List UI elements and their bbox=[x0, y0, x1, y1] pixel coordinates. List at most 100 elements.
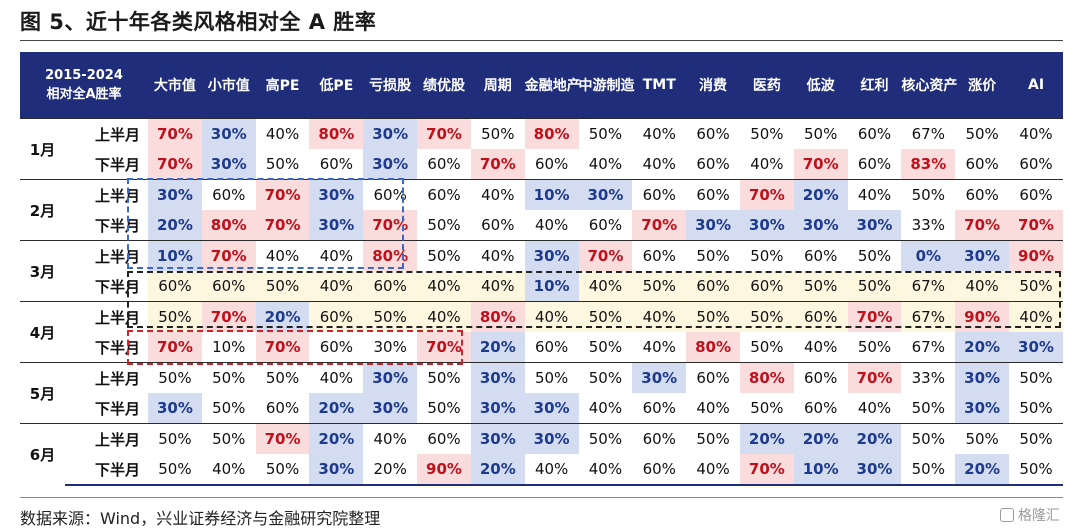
win-rate-cell: 60% bbox=[686, 362, 740, 393]
title-rule bbox=[20, 40, 1063, 41]
win-rate-cell: 50% bbox=[201, 423, 256, 454]
win-rate-cell: 30% bbox=[739, 210, 794, 241]
win-rate-cell: 40% bbox=[750, 155, 784, 173]
win-rate-cell: 70% bbox=[148, 149, 202, 180]
win-rate-cell: 30% bbox=[148, 393, 202, 424]
win-rate-cell: 60% bbox=[696, 155, 730, 173]
win-rate-cell: 30% bbox=[373, 338, 407, 356]
win-rate-cell: 30% bbox=[363, 149, 418, 180]
win-rate-cell: 33% bbox=[901, 362, 956, 393]
win-rate-cell: 40% bbox=[534, 216, 569, 234]
win-rate-cell: 67% bbox=[901, 118, 956, 149]
win-rate-cell: 50% bbox=[1009, 423, 1063, 454]
win-rate-cell: 60% bbox=[632, 423, 687, 454]
win-rate-cell: 60% bbox=[417, 179, 471, 210]
half-month-label: 下半月 bbox=[95, 155, 141, 174]
win-rate-cell: 20% bbox=[470, 454, 525, 486]
win-rate-cell: 90% bbox=[955, 301, 1010, 332]
win-rate-cell: 20% bbox=[255, 301, 310, 332]
win-rate-cell: 40% bbox=[642, 338, 676, 356]
win-rate-cell: 60% bbox=[1019, 155, 1053, 173]
win-rate-cell: 20% bbox=[739, 423, 794, 454]
win-rate-cell: 50% bbox=[857, 338, 892, 356]
win-rate-cell: 60% bbox=[481, 216, 515, 234]
win-rate-cell: 40% bbox=[578, 271, 633, 302]
half-month-label: 下半月 bbox=[95, 399, 141, 418]
win-rate-cell: 50% bbox=[793, 118, 848, 149]
half-month-label: 下半月 bbox=[95, 216, 141, 235]
win-rate-cell: 40% bbox=[847, 179, 902, 210]
win-rate-cell: 60% bbox=[686, 271, 740, 302]
table-row: 1月 上半月 70% 30% 40% 80% 30% 70% 50% 80% 50% 40% 60% 50… bbox=[20, 118, 1063, 180]
win-rate-cell: 50% bbox=[417, 362, 471, 393]
win-rate-cell: 50% bbox=[578, 423, 633, 454]
win-rate-cell: 67% bbox=[901, 301, 956, 332]
win-rate-cell: 60% bbox=[1009, 179, 1063, 210]
win-rate-cell: 40% bbox=[642, 155, 676, 173]
source-note: 数据来源：Wind，兴业证券经济与金融研究院整理 bbox=[20, 509, 381, 528]
win-rate-cell: 70% bbox=[739, 454, 794, 486]
column-header: 医药 bbox=[739, 52, 794, 119]
win-rate-cell: 50% bbox=[578, 362, 633, 393]
win-rate-cell: 50% bbox=[901, 423, 956, 454]
column-header: AI bbox=[1009, 52, 1063, 119]
win-rate-cell: 60% bbox=[847, 118, 902, 149]
half-month-label: 下半月 bbox=[65, 454, 149, 486]
win-rate-cell: 30% bbox=[363, 362, 418, 393]
win-rate-cell: 70% bbox=[955, 210, 1010, 241]
win-rate-cell: 50% bbox=[632, 271, 687, 302]
win-rate-cell: 60% bbox=[632, 240, 687, 271]
column-header: 大市值 bbox=[148, 52, 202, 119]
corner-line-1: 2015-2024 bbox=[45, 68, 123, 83]
month-label: 2月 bbox=[20, 179, 65, 241]
win-rate-cell: 50% bbox=[148, 454, 202, 486]
corner-line-2: 相对全A胜率 bbox=[46, 87, 122, 102]
win-rate-cell: 30% bbox=[470, 393, 525, 424]
half-month-label: 上半月 bbox=[65, 118, 149, 149]
half-month-label: 下半月 bbox=[95, 277, 141, 296]
win-rate-cell: 60% bbox=[686, 118, 740, 149]
month-label: 3月 bbox=[20, 240, 65, 302]
win-rate-cell: 40% bbox=[857, 399, 892, 417]
win-rate-cell: 20% bbox=[309, 423, 364, 454]
win-rate-cell: 50% bbox=[750, 399, 784, 417]
win-rate-cell: 40% bbox=[363, 423, 418, 454]
win-rate-cell: 50% bbox=[470, 118, 525, 149]
win-rate-cell: 60% bbox=[201, 179, 256, 210]
win-rate-cell: 50% bbox=[578, 301, 633, 332]
win-rate-cell: 40% bbox=[588, 155, 623, 173]
watermark: 格隆汇 bbox=[1000, 505, 1060, 525]
month-label: 1月 bbox=[20, 118, 65, 180]
win-rate-cell: 50% bbox=[901, 454, 956, 486]
table-row: 下半月 70% 30% 50% 60% 30% 60% 70% 60% 40% 40% 60% 40% 7… bbox=[20, 149, 1063, 180]
win-rate-cell: 80% bbox=[739, 362, 794, 393]
half-month-label: 上半月 bbox=[65, 179, 149, 210]
win-rate-cell: 40% bbox=[309, 240, 364, 271]
win-rate-cell: 10% bbox=[524, 271, 579, 302]
column-header: 亏损股 bbox=[363, 52, 418, 119]
column-header: 核心资产 bbox=[901, 52, 957, 119]
win-rate-cell: 70% bbox=[255, 210, 310, 241]
win-rate-cell: 30% bbox=[309, 179, 364, 210]
table-row: 5月 上半月 50% 50% 50% 40% 30% 50% 30% 50% 50% 30% 60% 80… bbox=[20, 362, 1063, 424]
table-row: 4月 上半月 50% 70% 20% 60% 50% 40% 80% 40% 50% 40% 50% 50… bbox=[20, 301, 1063, 363]
win-rate-cell: 70% bbox=[578, 240, 633, 271]
win-rate-cell: 40% bbox=[201, 454, 256, 486]
half-month-label: 下半月 bbox=[95, 338, 141, 357]
win-rate-cell: 60% bbox=[632, 179, 687, 210]
column-header: 消费 bbox=[686, 52, 740, 119]
win-rate-cell: 50% bbox=[739, 118, 794, 149]
win-rate-cell: 60% bbox=[632, 454, 687, 486]
half-month-label: 上半月 bbox=[65, 362, 149, 393]
column-header: TMT bbox=[632, 52, 687, 119]
win-rate-cell: 50% bbox=[847, 240, 902, 271]
header-row: 2015-2024 相对全A胜率 大市值 小市值 高PE 低PE 亏损股 绩优股 周期 金融地… bbox=[20, 52, 1063, 119]
win-rate-cell: 20% bbox=[955, 332, 1010, 363]
month-label: 4月 bbox=[20, 301, 65, 363]
win-rate-cell: 70% bbox=[417, 118, 471, 149]
win-rate-cell: 70% bbox=[148, 118, 202, 149]
win-rate-cell: 70% bbox=[793, 149, 848, 180]
win-rate-cell: 30% bbox=[363, 118, 418, 149]
win-rate-cell: 30% bbox=[578, 179, 633, 210]
win-rate-cell: 70% bbox=[739, 179, 794, 210]
